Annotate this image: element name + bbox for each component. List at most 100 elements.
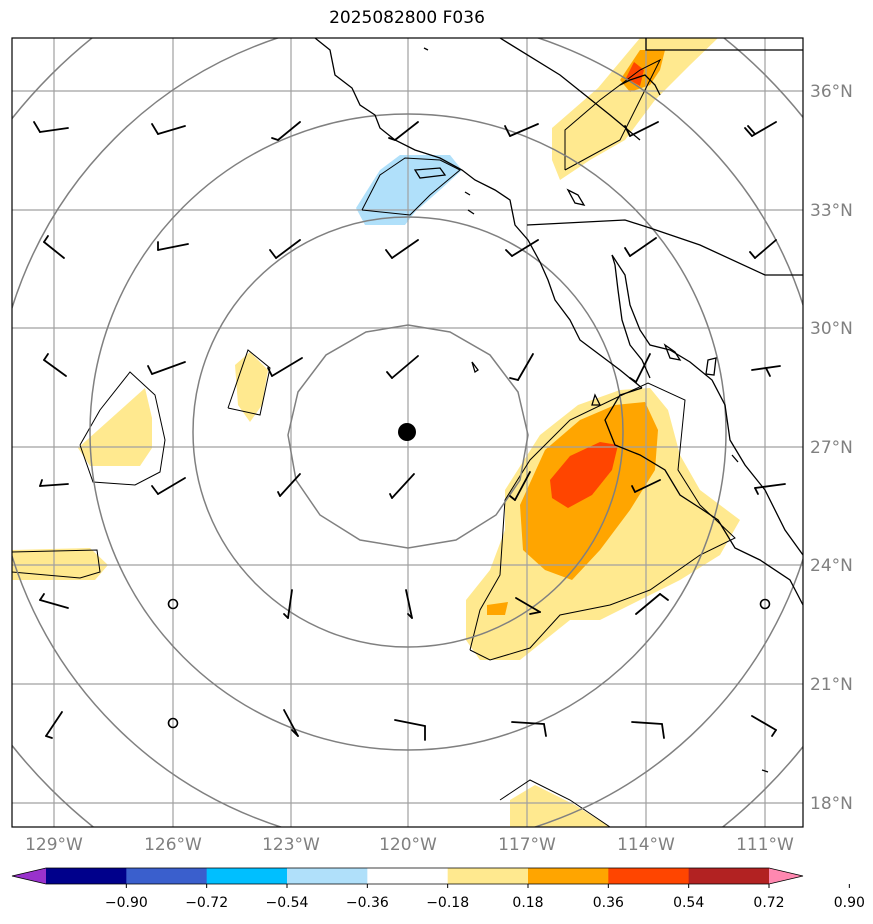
- island-9: [591, 393, 602, 406]
- wind-barb: [43, 353, 67, 377]
- range-ring-3: [89, 113, 727, 751]
- island-3: [464, 191, 471, 196]
- island-8: [705, 357, 717, 376]
- wind-barb: [509, 353, 534, 381]
- wind-barb: [271, 121, 301, 141]
- colorbar-tick-label: −0.54: [266, 895, 309, 911]
- wind-barb: [504, 123, 539, 137]
- lat-label: 36°N: [810, 82, 853, 102]
- lon-label: 120°W: [379, 835, 437, 855]
- contour-light-blue: [356, 155, 462, 225]
- wind-barb: [385, 239, 419, 259]
- wind-barb: [389, 473, 415, 499]
- wind-barb: [386, 355, 419, 379]
- wind-calm-circle: [759, 598, 771, 610]
- wind-barb: [511, 721, 547, 737]
- wind-barb: [635, 593, 669, 615]
- colorbar-tick-label: 0.36: [593, 895, 624, 911]
- wind-barb: [151, 477, 186, 495]
- longitude-labels: 129°W 126°W 123°W 120°W 117°W 114°W 111°…: [25, 835, 794, 855]
- lat-label: 24°N: [810, 556, 853, 576]
- colorbar-tick-label: −0.18: [426, 895, 469, 911]
- colorbar-extend-high: [769, 868, 803, 884]
- california-coast: [314, 38, 643, 389]
- colorbar-tick-label: −0.72: [185, 895, 228, 911]
- lat-lon-gridlines: [12, 38, 803, 827]
- colorbar-tick-label: 0.18: [512, 895, 543, 911]
- sierra-feature: [619, 74, 661, 96]
- lon-label: 123°W: [262, 835, 320, 855]
- gulf-coast-east: [611, 254, 803, 556]
- lat-label: 30°N: [810, 319, 853, 339]
- wind-barb: [157, 241, 189, 251]
- wind-barb: [39, 593, 69, 609]
- colorbar-segment: [688, 868, 770, 884]
- wind-barb: [751, 365, 781, 377]
- wind-barb: [631, 721, 665, 739]
- lat-label: 27°N: [810, 438, 853, 458]
- baja-peninsula: [604, 387, 803, 606]
- wind-barb: [147, 361, 186, 375]
- colorbar-tick-label: 0.72: [753, 895, 784, 911]
- contour-yellow-small: [235, 352, 268, 422]
- wind-calm-circle: [167, 598, 179, 610]
- colorbar-segment: [367, 868, 449, 884]
- lat-label: 33°N: [810, 201, 853, 221]
- wind-barb: [283, 589, 293, 619]
- wind-barb: [505, 239, 539, 257]
- island-4: [467, 209, 475, 215]
- lon-label: 114°W: [617, 835, 675, 855]
- colorbar: −0.90 −0.72 −0.54 −0.36 −0.18 0.18 0.36 0.54 0.7…: [11, 867, 865, 911]
- contour-orange-small: [487, 602, 508, 615]
- wind-barb: [629, 353, 651, 383]
- wind-barb: [405, 589, 413, 619]
- colorbar-tick-label: 0.90: [834, 895, 865, 911]
- us-mexico-border: [526, 219, 803, 276]
- wind-barb: [269, 239, 301, 259]
- storm-center-marker: [398, 423, 416, 441]
- colorbar-segment: [46, 868, 127, 884]
- colorbar-segment: [206, 868, 288, 884]
- lon-label: 129°W: [25, 835, 83, 855]
- wind-barb: [151, 123, 186, 135]
- range-ring-2: [192, 216, 624, 648]
- colorbar-tick-label: −0.36: [346, 895, 389, 911]
- colorbar-extend-low: [12, 868, 46, 884]
- wind-barb: [624, 237, 657, 257]
- wind-barb: [267, 357, 303, 377]
- wind-barb: [45, 711, 63, 739]
- island-5: [566, 188, 586, 206]
- colorbar-tick-label: −0.90: [105, 895, 148, 911]
- wind-barb: [509, 471, 531, 501]
- state-border-az: [645, 38, 803, 51]
- wind-barb: [33, 121, 69, 133]
- colorbar-segment: [447, 868, 529, 884]
- range-ring-1: [287, 324, 529, 549]
- contour-yellow-west: [78, 388, 152, 466]
- island-6: [471, 361, 479, 374]
- wind-barb: [749, 239, 777, 259]
- wind-barb: [754, 483, 786, 495]
- map-title: 2025082800 F036: [329, 8, 485, 28]
- wind-barb: [394, 719, 426, 741]
- lon-label: 111°W: [736, 835, 794, 855]
- island-1: [423, 47, 429, 51]
- contour-outlines: [12, 58, 736, 827]
- wind-barb: [624, 121, 659, 137]
- colorbar-segment: [126, 868, 208, 884]
- wind-barb: [744, 121, 777, 137]
- colorbar-segment: [608, 868, 690, 884]
- wind-barb: [631, 479, 661, 493]
- contour-yellow-left-edge: [12, 548, 108, 580]
- filled-contours: [12, 38, 740, 827]
- contour-red-baja: [550, 442, 618, 508]
- coastlines: [314, 38, 803, 773]
- wind-barbs: [33, 121, 786, 741]
- map-frame: [11, 37, 804, 828]
- island-2: [413, 167, 447, 179]
- gulf-coast-west: [611, 254, 651, 379]
- lat-label: 18°N: [810, 794, 853, 814]
